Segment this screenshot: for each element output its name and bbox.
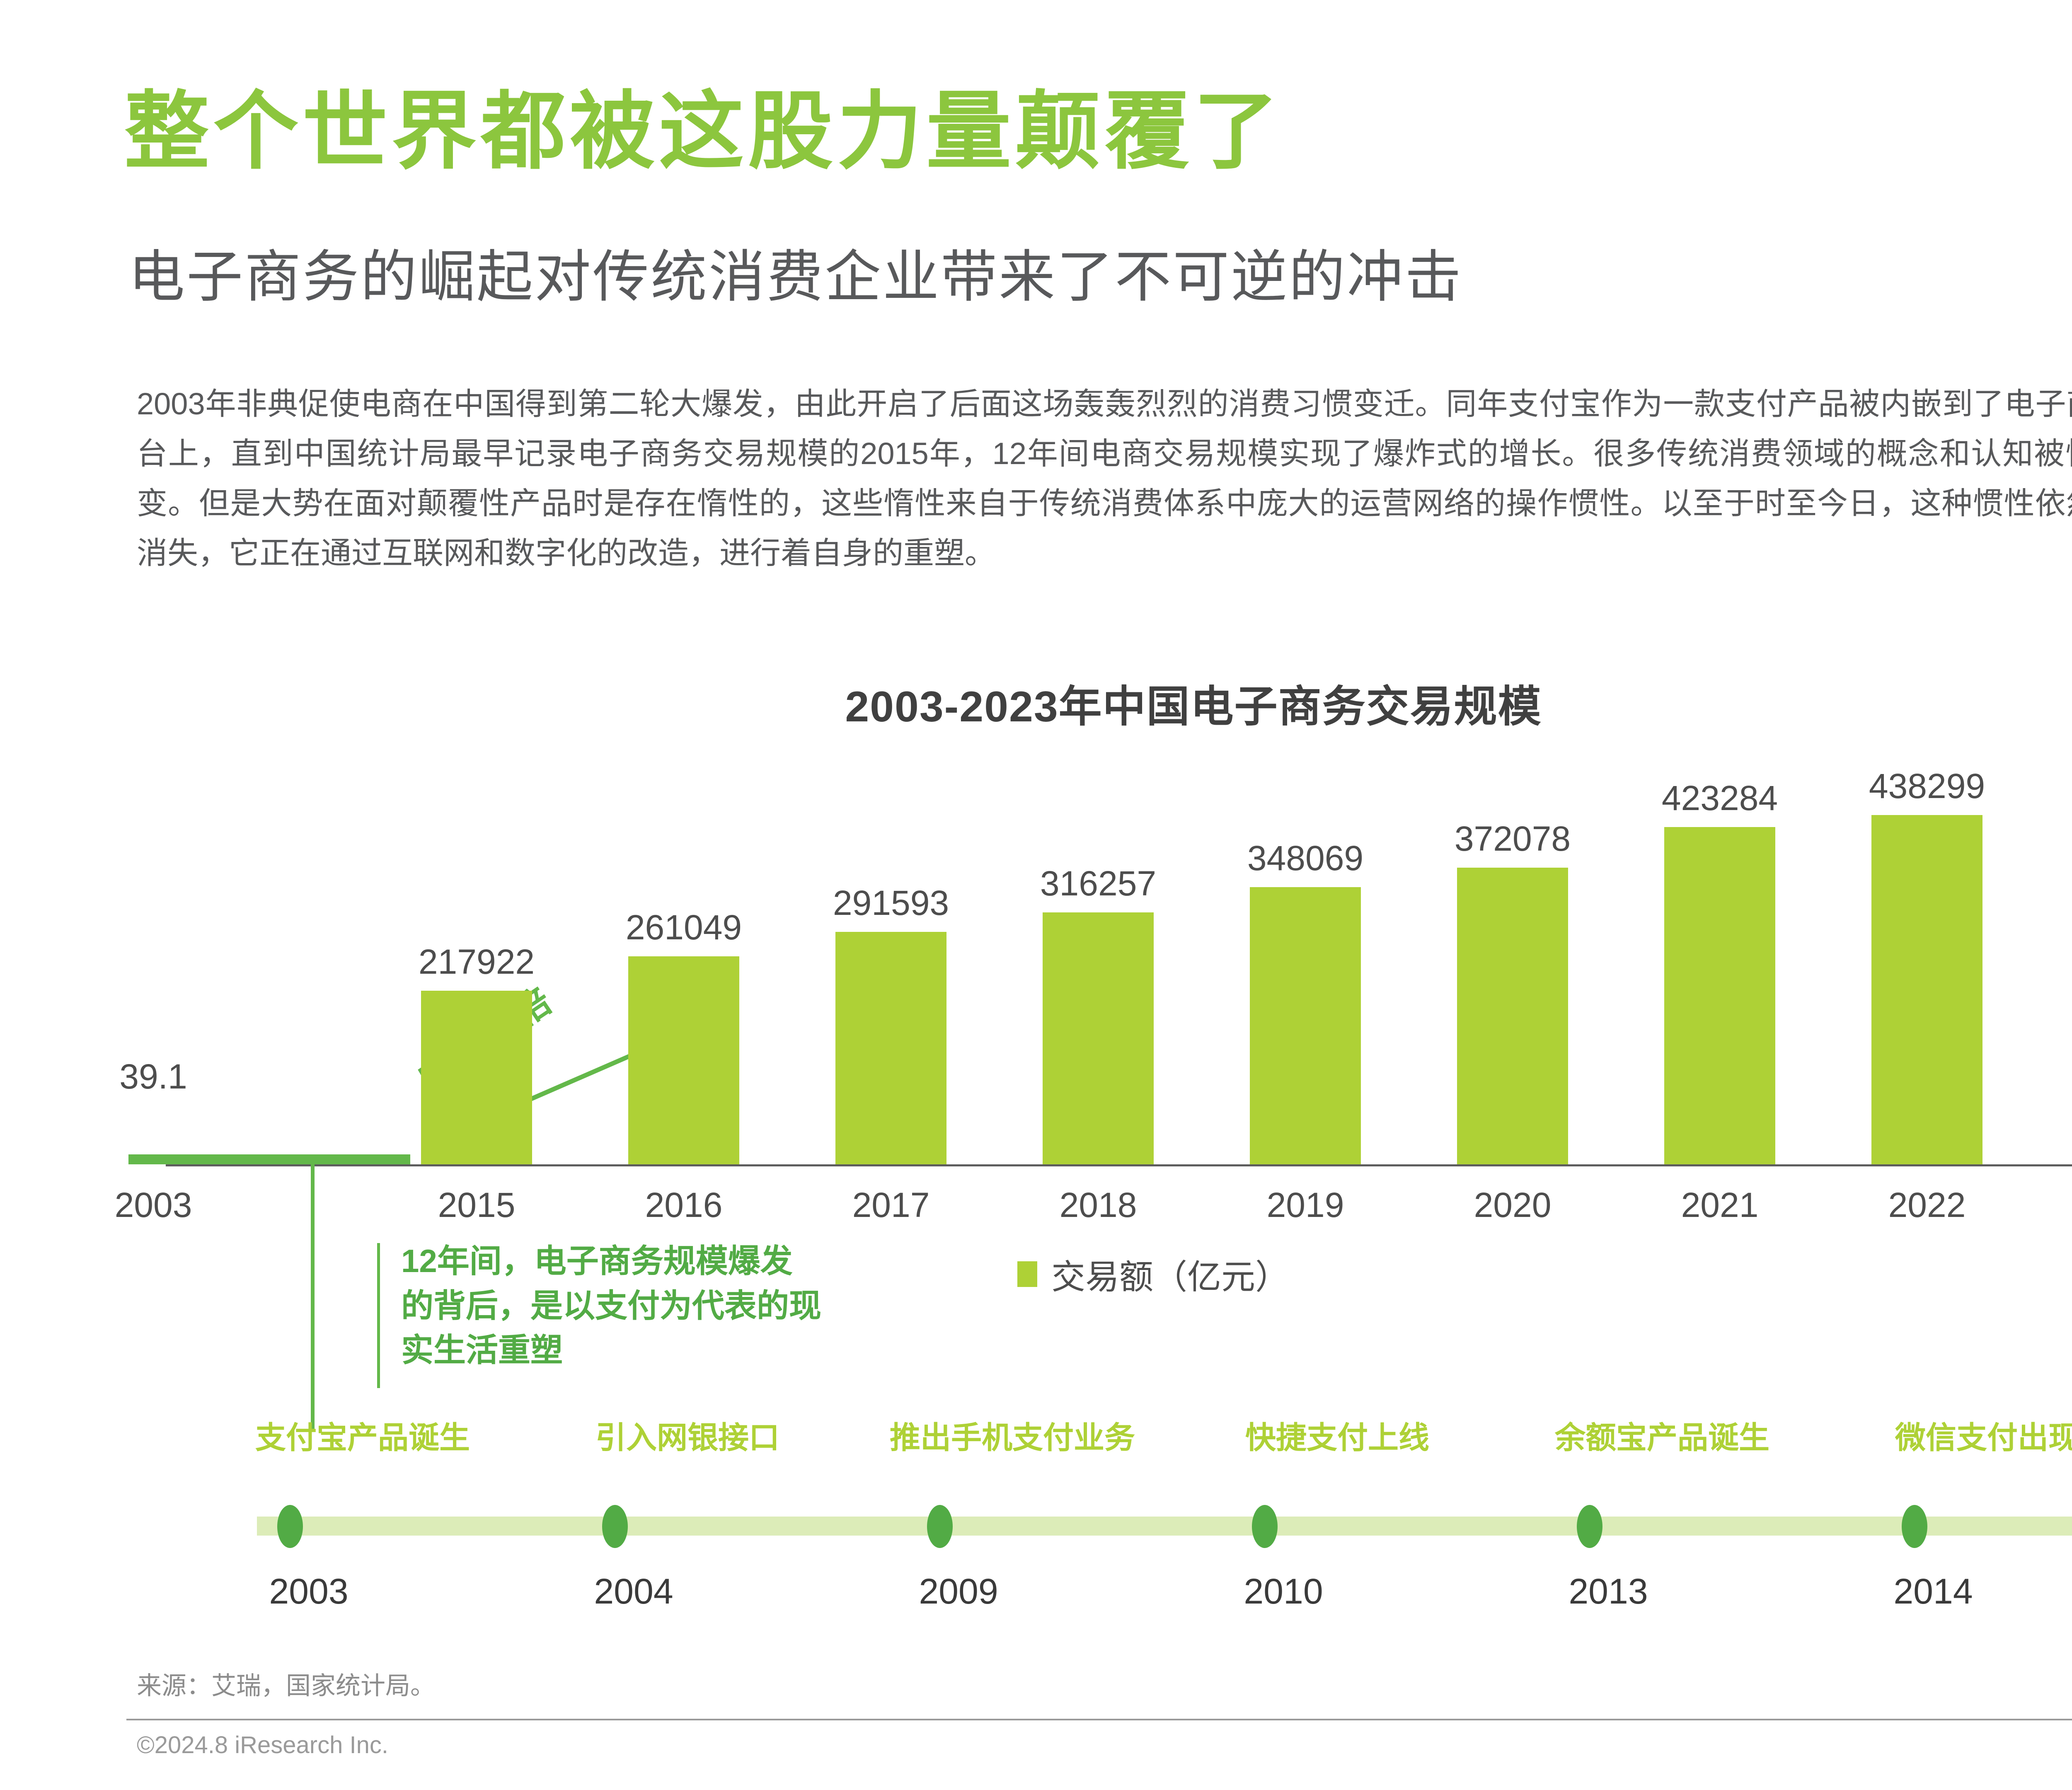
iresearch-logo: iResearch 艾瑞咨询 — 艾瑞数智旗下品牌 — <box>2070 58 2072 232</box>
bar-2015 <box>421 990 532 1164</box>
legend-label: 交易额（亿元） <box>1051 1258 1290 1296</box>
bar-2020 <box>1457 868 1568 1164</box>
copyright-note: ©2024.8 iResearch Inc. <box>137 1732 388 1759</box>
x-axis-label-2015: 2015 <box>438 1185 516 1224</box>
logo-mark: iResearch <box>2070 58 2072 137</box>
timeline-label-2010: 快捷支付上线 <box>1245 1420 1429 1455</box>
callout-rule <box>377 1243 380 1388</box>
x-axis-label-2022: 2022 <box>1888 1185 1966 1224</box>
bar-2019 <box>1250 887 1361 1164</box>
bar-value-label-2022: 438299 <box>1869 767 1985 806</box>
bar-2003 <box>128 1154 410 1164</box>
x-axis-line <box>166 1164 2072 1166</box>
timeline-label-2009: 推出手机支付业务 <box>890 1420 1135 1455</box>
timeline-track <box>257 1517 2072 1536</box>
timeline-dot-2013[interactable] <box>1577 1505 1602 1548</box>
x-axis-label-2017: 2017 <box>852 1185 930 1224</box>
callout-connector <box>311 1164 315 1430</box>
bar-value-label-2019: 348069 <box>1247 838 1364 878</box>
bar-value-label-2018: 316257 <box>1040 864 1157 903</box>
timeline-dot-2010[interactable] <box>1252 1505 1278 1548</box>
x-axis-label-2018: 2018 <box>1059 1185 1137 1224</box>
bar-value-label-2017: 291593 <box>833 883 949 923</box>
bar-value-label-2016: 261049 <box>625 907 742 947</box>
timeline-year-2010: 2010 <box>1244 1572 1323 1611</box>
timeline-year-2003: 2003 <box>269 1572 349 1611</box>
bar-value-label-2021: 423284 <box>1661 778 1778 818</box>
bar-value-label-2003: 39.1 <box>119 1057 187 1096</box>
timeline-year-2004: 2004 <box>594 1572 673 1611</box>
timeline-label-2003: 支付宝产品诞生 <box>255 1420 470 1455</box>
x-axis-label-2016: 2016 <box>645 1185 723 1224</box>
bar-2022 <box>1871 815 1982 1164</box>
bar-value-label-2023: 468273 <box>2031 742 2072 782</box>
callout-text: 12年间，电子商务规模爆发的背后，是以支付为代表的现实生活重塑 <box>401 1243 822 1369</box>
body-paragraph: 2003年非典促使电商在中国得到第二轮大爆发，由此开启了后面这场轰轰烈烈的消费习… <box>137 387 2072 570</box>
ecommerce-scale-chart: 2003-2023年中国电子商务交易规模 5500多倍 39.120032179… <box>0 671 2072 1430</box>
timeline-label-2013: 余额宝产品诞生 <box>1555 1420 1769 1455</box>
timeline-label-2004: 引入网银接口 <box>595 1420 779 1455</box>
x-axis-label-2019: 2019 <box>1266 1185 1344 1224</box>
timeline-year-2009: 2009 <box>919 1572 998 1611</box>
bar-value-label-2020: 372078 <box>1454 819 1571 859</box>
page-subtitle: 电子商务的崛起对传统消费企业带来了不可逆的冲击 <box>128 245 1463 308</box>
timeline-year-2014: 2014 <box>1893 1572 1973 1611</box>
bar-value-label-2015: 217922 <box>418 942 535 981</box>
bar-2021 <box>1664 827 1775 1164</box>
chart-legend: 交易额（亿元） <box>1017 1249 1289 1299</box>
x-axis-label-2003: 2003 <box>114 1185 192 1224</box>
bar-2016 <box>628 956 739 1164</box>
chart-title: 2003-2023年中国电子商务交易规模 <box>845 683 1542 731</box>
legend-swatch <box>1017 1261 1037 1287</box>
alipay-milestone-timeline: 支付宝产品诞生 2003 引入网银接口 2004 推出手机支付业务 2009 快捷支付上线 2… <box>0 1413 2072 1633</box>
timeline-dot-2014[interactable] <box>1902 1505 1927 1548</box>
timeline-year-2013: 2013 <box>1569 1572 1648 1611</box>
timeline-label-2014: 微信支付出现 <box>1895 1420 2072 1455</box>
page-title: 整个世界都被这股力量颠覆了 <box>124 84 1283 179</box>
timeline-dot-2004[interactable] <box>602 1505 628 1548</box>
bar-2018 <box>1043 912 1154 1164</box>
bar-2017 <box>835 932 946 1164</box>
chart-plot-area: 5500多倍 39.120032179222015261049201629159… <box>115 750 2072 1430</box>
footer-divider <box>126 1719 2072 1720</box>
x-axis-label-2020: 2020 <box>1474 1185 1552 1224</box>
x-axis-label-2023: 2023 <box>2031 1185 2072 1225</box>
source-note: 来源：艾瑞，国家统计局。 <box>137 1672 435 1700</box>
x-axis-label-2021: 2021 <box>1681 1185 1759 1224</box>
timeline-dot-2009[interactable] <box>927 1505 953 1548</box>
slide-header: 整个世界都被这股力量颠覆了 电子商务的崛起对传统消费企业带来了不可逆的冲击 iR… <box>0 0 2072 340</box>
timeline-dot-2003[interactable] <box>277 1505 303 1548</box>
